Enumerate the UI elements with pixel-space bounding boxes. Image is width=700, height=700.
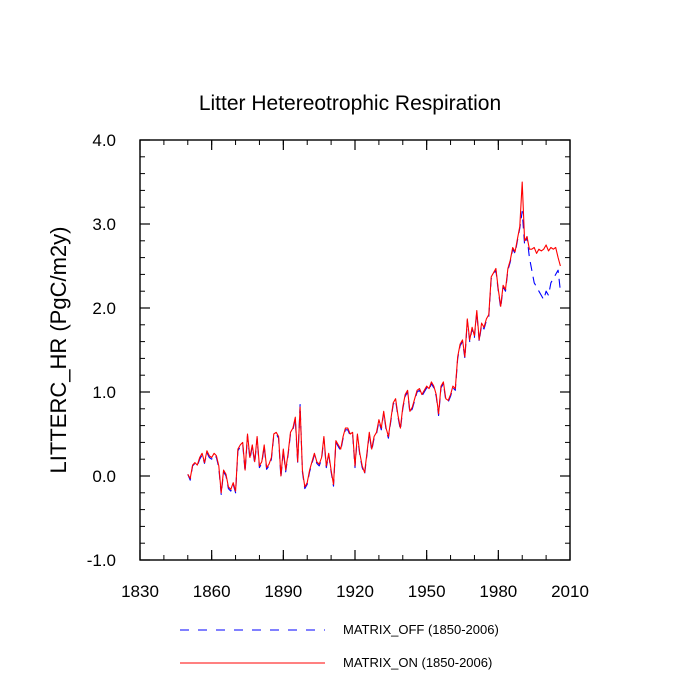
x-tick-label: 1950 [408,582,446,601]
x-tick-label: 1890 [264,582,302,601]
y-tick-label: 1.0 [92,383,116,402]
minor-ticks [139,139,571,561]
x-tick-label: 1980 [479,582,517,601]
series-line-matrix-on [187,181,561,494]
series-layer [187,181,561,496]
legend: MATRIX_OFF (1850-2006) MATRIX_ON (1850-2… [180,622,499,670]
major-ticks [139,139,571,561]
chart-title: Litter Hetereotrophic Respiration [199,92,501,115]
x-tick-label: 1860 [193,582,231,601]
y-tick-label: 4.0 [92,131,116,150]
x-tick-label: 1920 [336,582,374,601]
y-tick-label: 0.0 [92,467,116,486]
y-axis-label: LITTERC_HR (PgC/m2y) [46,227,71,474]
y-tick-label: 2.0 [92,299,116,318]
y-tick-label: 3.0 [92,215,116,234]
y-tick-labels: -1.0 0.0 1.0 2.0 3.0 4.0 [87,131,116,570]
legend-label-matrix-off: MATRIX_OFF (1850-2006) [343,622,499,637]
plot-frame [139,139,571,561]
x-tick-label: 2010 [551,582,589,601]
y-tick-label: -1.0 [87,551,116,570]
x-tick-labels: 1830 1860 1890 1920 1950 1980 2010 [121,582,589,601]
legend-label-matrix-on: MATRIX_ON (1850-2006) [343,655,492,670]
x-tick-label: 1830 [121,582,159,601]
